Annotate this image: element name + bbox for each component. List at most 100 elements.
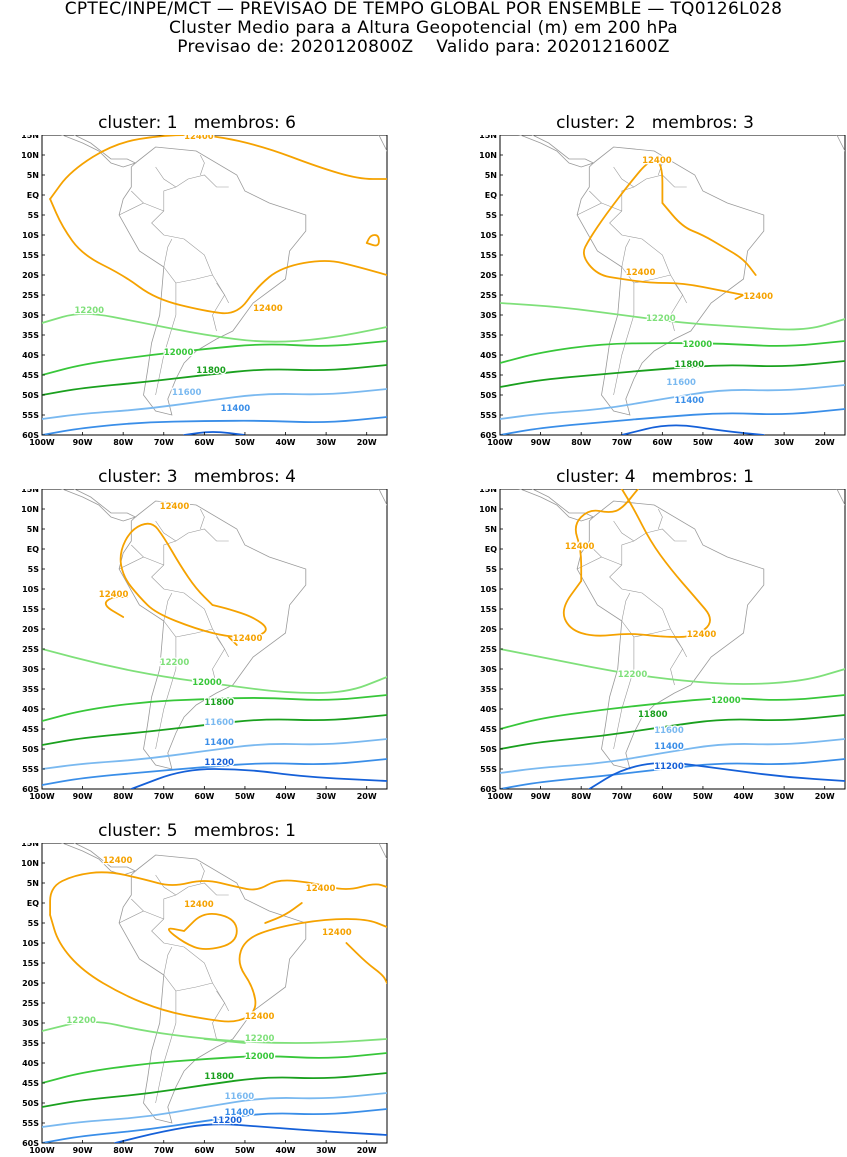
contour-12400 bbox=[734, 294, 745, 300]
lat-tick-label: 10N bbox=[21, 151, 39, 160]
lon-tick-label: 40W bbox=[276, 792, 296, 801]
lat-tick-label: EQ bbox=[27, 191, 39, 200]
lon-tick-label: 30W bbox=[774, 438, 794, 447]
lat-tick-label: 10N bbox=[479, 505, 497, 514]
contour-12000 bbox=[500, 694, 845, 730]
contour-12000 bbox=[42, 340, 387, 376]
lon-tick-label: 50W bbox=[235, 792, 255, 801]
contour-label: 11200 bbox=[204, 758, 234, 768]
contour-12000 bbox=[500, 340, 845, 364]
country-border bbox=[633, 628, 671, 638]
lon-tick-label: 20W bbox=[357, 792, 377, 801]
contour-11600 bbox=[42, 738, 387, 770]
contour-11200 bbox=[114, 1123, 387, 1143]
lat-tick-label: 40S bbox=[22, 351, 39, 360]
lon-tick-label: 60W bbox=[194, 1146, 214, 1155]
country-border bbox=[613, 620, 635, 750]
south-america-coastline bbox=[576, 500, 765, 770]
contour-12200 bbox=[42, 1021, 387, 1044]
country-border bbox=[200, 508, 205, 530]
lat-tick-label: 50S bbox=[480, 391, 497, 400]
contour-label: 12400 bbox=[184, 900, 214, 910]
lat-tick-label: 10S bbox=[480, 231, 497, 240]
lat-tick-label: 20S bbox=[22, 979, 39, 988]
contour-label: 12000 bbox=[711, 696, 741, 706]
lon-tick-label: 60W bbox=[652, 792, 672, 801]
panel-title: cluster: 2 membros: 3 bbox=[556, 113, 754, 133]
lat-tick-label: 5N bbox=[27, 879, 39, 888]
lon-tick-label: 30W bbox=[774, 792, 794, 801]
country-border bbox=[200, 154, 205, 176]
lon-tick-label: 40W bbox=[734, 792, 754, 801]
country-border bbox=[613, 266, 635, 396]
contour-label: 12000 bbox=[192, 678, 222, 688]
lat-tick-label: 55S bbox=[22, 411, 39, 420]
lat-tick-label: 5N bbox=[485, 171, 497, 180]
contour-12400 bbox=[167, 912, 238, 950]
panel-title: cluster: 5 membros: 1 bbox=[98, 821, 296, 841]
lat-tick-label: 55S bbox=[480, 765, 497, 774]
country-border bbox=[155, 874, 177, 896]
lat-tick-label: 10S bbox=[22, 585, 39, 594]
lat-tick-label: 5N bbox=[485, 525, 497, 534]
contour-12400 bbox=[119, 522, 267, 638]
contour-label: 12400 bbox=[626, 268, 656, 278]
south-america-coastline bbox=[118, 500, 307, 770]
contour-label: 11400 bbox=[221, 404, 251, 414]
lat-tick-label: 15S bbox=[22, 251, 39, 260]
lat-tick-label: 20S bbox=[22, 271, 39, 280]
lat-tick-label: 20S bbox=[480, 625, 497, 634]
country-border bbox=[155, 166, 177, 188]
header-title: CPTEC/INPE/MCT — PREVISAO DE TEMPO GLOBA… bbox=[64, 0, 783, 19]
contour-label: 11800 bbox=[675, 360, 705, 370]
panel-title: cluster: 4 membros: 1 bbox=[556, 467, 754, 487]
contour-label: 12400 bbox=[99, 590, 129, 600]
contour-label: 11400 bbox=[675, 396, 705, 406]
lat-tick-label: 15S bbox=[22, 959, 39, 968]
africa-coastline bbox=[378, 843, 387, 860]
contour-label: 12400 bbox=[322, 928, 352, 938]
contour-label: 12400 bbox=[565, 542, 595, 552]
lat-tick-label: 10S bbox=[22, 939, 39, 948]
contour-label: 12200 bbox=[75, 306, 105, 316]
contour-label: 12400 bbox=[306, 884, 336, 894]
contour-11800 bbox=[42, 364, 387, 396]
contour-11800 bbox=[500, 714, 845, 750]
lon-tick-label: 60W bbox=[652, 438, 672, 447]
contour-label: 12000 bbox=[164, 348, 194, 358]
lat-tick-label: EQ bbox=[27, 899, 39, 908]
lon-tick-label: 70W bbox=[154, 438, 174, 447]
lat-tick-label: 30S bbox=[22, 1019, 39, 1028]
lat-tick-label: 35S bbox=[480, 331, 497, 340]
lat-tick-label: 60S bbox=[22, 785, 39, 794]
country-border bbox=[621, 592, 631, 622]
lat-tick-label: 30S bbox=[480, 665, 497, 674]
country-border bbox=[143, 202, 164, 212]
country-border bbox=[658, 508, 663, 530]
lon-tick-label: 70W bbox=[154, 1146, 174, 1155]
lat-tick-label: 15N bbox=[479, 135, 497, 140]
lon-tick-label: 50W bbox=[693, 438, 713, 447]
figure-header: CPTEC/INPE/MCT — PREVISAO DE TEMPO GLOBA… bbox=[0, 0, 847, 57]
country-border bbox=[212, 990, 225, 1040]
geopotential-map: 12400 12400 12400 12200 12000 11800 11600 11400… bbox=[479, 135, 846, 447]
lon-tick-label: 50W bbox=[235, 438, 255, 447]
contour-label: 11400 bbox=[654, 742, 684, 752]
contour-12400 bbox=[227, 636, 238, 646]
lat-tick-label: 5S bbox=[28, 919, 40, 928]
panel-title: cluster: 3 membros: 4 bbox=[98, 467, 296, 487]
lon-tick-label: 70W bbox=[612, 792, 632, 801]
country-border bbox=[151, 882, 229, 984]
lat-tick-label: 10S bbox=[22, 231, 39, 240]
lon-tick-label: 80W bbox=[113, 1146, 133, 1155]
contour-11800 bbox=[500, 360, 845, 388]
lon-tick-label: 30W bbox=[316, 792, 336, 801]
lat-tick-label: 25S bbox=[22, 999, 39, 1008]
contour-12400 bbox=[345, 942, 387, 984]
lat-tick-label: 20S bbox=[480, 271, 497, 280]
map-panel-cluster-5: cluster: 5 membros: 1 12400 12400 12400 1240… bbox=[2, 821, 388, 1155]
lon-tick-label: 20W bbox=[815, 792, 835, 801]
country-border bbox=[155, 620, 177, 750]
country-border bbox=[143, 910, 164, 920]
lat-tick-label: 20S bbox=[22, 625, 39, 634]
